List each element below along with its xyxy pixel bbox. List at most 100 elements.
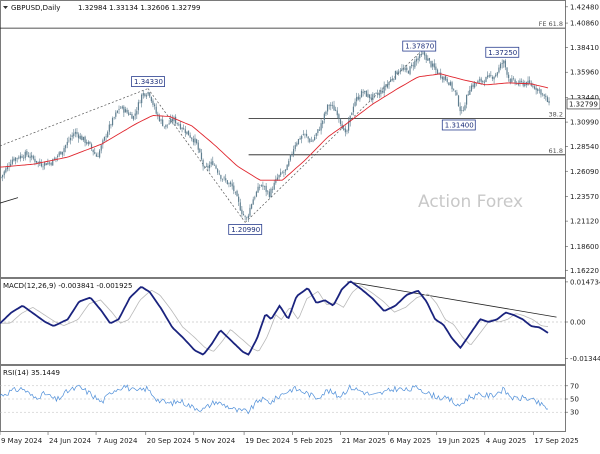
candle-body: [73, 133, 75, 137]
swing-labels: 1.34330 1.20990 1.37870 1.31400 1.37250: [0, 40, 520, 235]
macd-tick-label: 0.00: [570, 319, 586, 327]
candle-body: [66, 141, 68, 146]
macd-title: MACD(12,26,9) -0.003841 -0.001925: [3, 282, 132, 290]
candle-body: [170, 118, 172, 123]
candle-body: [263, 186, 266, 187]
candle-body: [498, 67, 500, 73]
price-tick-label: 1.33440: [570, 94, 599, 102]
time-tick-label: 17 Sep 2025: [534, 437, 578, 445]
candle-body: [309, 138, 311, 142]
chart-header: GBPUSD,Daily 1.32984 1.33134 1.32606 1.3…: [3, 4, 200, 12]
candle-body: [157, 113, 159, 116]
candle-body: [27, 155, 30, 157]
candle-body: [302, 134, 304, 136]
candle-body: [244, 215, 246, 217]
candle-body: [32, 156, 34, 159]
rsi-pane: 70 50 30 RSI(14) 35.1449: [0, 365, 579, 432]
candle-body: [289, 154, 291, 161]
candle-body: [208, 164, 211, 169]
candle-body: [490, 75, 492, 77]
candle-body: [404, 68, 406, 70]
time-tick-label: 5 Nov 2024: [195, 437, 236, 445]
candle-body: [527, 80, 529, 86]
ohlc-values: 1.32984 1.33134 1.32606 1.32799: [78, 4, 200, 12]
candle-body: [197, 142, 199, 150]
candle-body: [204, 167, 206, 168]
candle-body: [356, 97, 358, 102]
candle-body: [436, 69, 439, 75]
candle-body: [147, 91, 149, 95]
candle-body: [291, 153, 293, 155]
candle-body: [438, 72, 440, 74]
candle-body: [183, 128, 185, 130]
candle-body: [430, 61, 432, 67]
candle-body: [213, 165, 215, 166]
candle-body: [160, 119, 162, 121]
candle-body: [344, 128, 346, 133]
candle-body: [402, 69, 405, 70]
candle-body: [466, 94, 468, 105]
candle-body: [482, 80, 484, 83]
candle-body: [220, 175, 222, 179]
candle-body: [58, 152, 60, 156]
candle-body: [538, 89, 540, 91]
fib-level-label: 38.2: [549, 110, 563, 118]
candle-body: [307, 136, 309, 139]
candle-body: [367, 93, 369, 98]
candle-body: [108, 124, 110, 132]
candle-body: [446, 78, 448, 82]
candle-body: [187, 130, 190, 136]
candle-body: [511, 78, 513, 82]
candle-body: [196, 139, 198, 144]
candle-body: [543, 94, 545, 96]
candle-body: [537, 88, 539, 92]
candle-body: [304, 133, 306, 135]
candle-body: [257, 186, 259, 193]
candle-body: [496, 72, 498, 76]
candle-body: [92, 149, 94, 153]
candle-body: [121, 106, 123, 109]
candle-body: [234, 191, 237, 193]
candle-body: [60, 151, 62, 155]
candle-body: [383, 85, 385, 93]
candle-body: [519, 80, 521, 84]
candle-body: [29, 156, 31, 159]
candle-body: [11, 159, 13, 164]
candle-body: [346, 130, 348, 132]
candle-body: [456, 92, 458, 95]
swing-label-text: 1.37250: [488, 49, 517, 57]
candle-body: [137, 102, 140, 111]
candle-body: [210, 161, 212, 165]
candle-body: [380, 90, 382, 95]
macd-tick-label: -0.013442: [570, 355, 600, 363]
candle-body: [483, 81, 485, 83]
candle-body: [107, 131, 109, 138]
candle-body: [99, 150, 101, 158]
candle-body: [364, 90, 366, 93]
candle-body: [462, 110, 464, 111]
candle-body: [128, 112, 130, 115]
candle-body: [548, 100, 550, 103]
candle-body: [69, 137, 72, 141]
candle-body: [207, 165, 209, 168]
trend-line: [147, 88, 246, 223]
current-price-box: [566, 98, 600, 110]
candle-body: [301, 136, 303, 139]
candle-body: [503, 60, 505, 64]
candle-body: [280, 172, 282, 176]
candle-body: [249, 207, 251, 216]
candle-body: [453, 88, 455, 90]
candle-body: [362, 91, 364, 93]
candle-body: [333, 105, 335, 111]
collapse-triangle-icon[interactable]: [3, 6, 8, 9]
price-tick-label: 1.28540: [570, 143, 599, 151]
candle-body: [265, 185, 267, 192]
candle-body: [120, 107, 122, 109]
candle-body: [509, 78, 511, 83]
candle-body: [474, 82, 476, 88]
swing-label-box: [228, 224, 263, 235]
candle-body: [432, 63, 434, 67]
candle-body: [386, 84, 388, 88]
